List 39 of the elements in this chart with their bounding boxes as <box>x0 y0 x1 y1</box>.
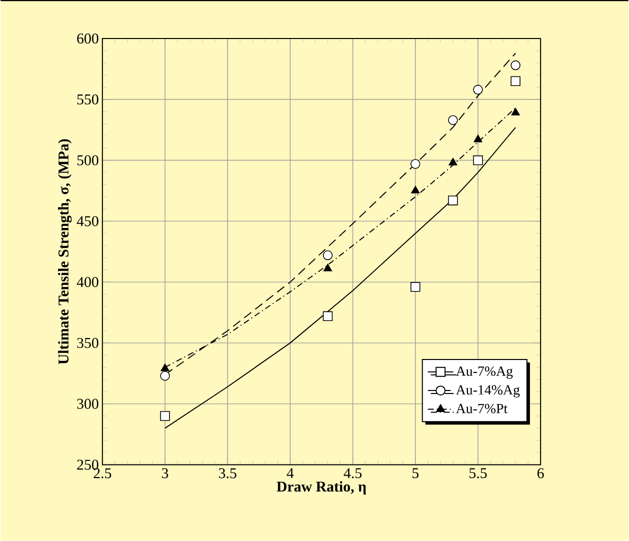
point <box>160 371 170 381</box>
y-tick-label: 550 <box>77 94 98 105</box>
point <box>448 115 458 126</box>
point <box>410 159 420 170</box>
x-tick-label: 4.5 <box>344 468 362 478</box>
y-tick-label: 450 <box>76 216 98 226</box>
y-tick-label: 350 <box>77 338 98 348</box>
point <box>160 411 170 422</box>
y-axis-title: Ultimate Tensile Strength, σ, (MPa) <box>58 139 72 364</box>
point <box>160 364 170 372</box>
point <box>322 250 333 260</box>
point <box>322 311 333 322</box>
x-tick-label: 6 <box>537 468 544 478</box>
legend-label: Au-7%Ag <box>456 366 513 379</box>
x-tick-label: 3.5 <box>218 468 236 479</box>
y-tick-label: 250 <box>77 460 98 470</box>
point <box>510 76 520 86</box>
point <box>410 282 420 292</box>
point <box>511 108 520 116</box>
x-tick-label: 5 <box>412 468 419 478</box>
y-tick-label: 400 <box>76 277 98 288</box>
x-tick-label: 5.5 <box>470 468 487 478</box>
point <box>448 158 458 166</box>
point <box>323 264 332 272</box>
legend-label: Au-7%Pt <box>456 404 508 414</box>
point <box>473 156 483 166</box>
legend-label: Au-14%Ag <box>456 385 520 398</box>
x-axis-title: Draw Ratio, η <box>276 481 366 495</box>
x-tick-label: 2.5 <box>94 468 112 479</box>
point <box>474 134 482 142</box>
point <box>411 186 420 194</box>
y-tick-label: 600 <box>77 34 98 44</box>
x-tick-label: 3 <box>162 468 168 478</box>
x-tick-label: 4 <box>286 468 294 478</box>
point <box>510 60 520 70</box>
point <box>473 85 483 95</box>
y-tick-label: 300 <box>77 399 98 410</box>
y-tick-label: 500 <box>77 155 98 166</box>
point <box>448 196 458 206</box>
